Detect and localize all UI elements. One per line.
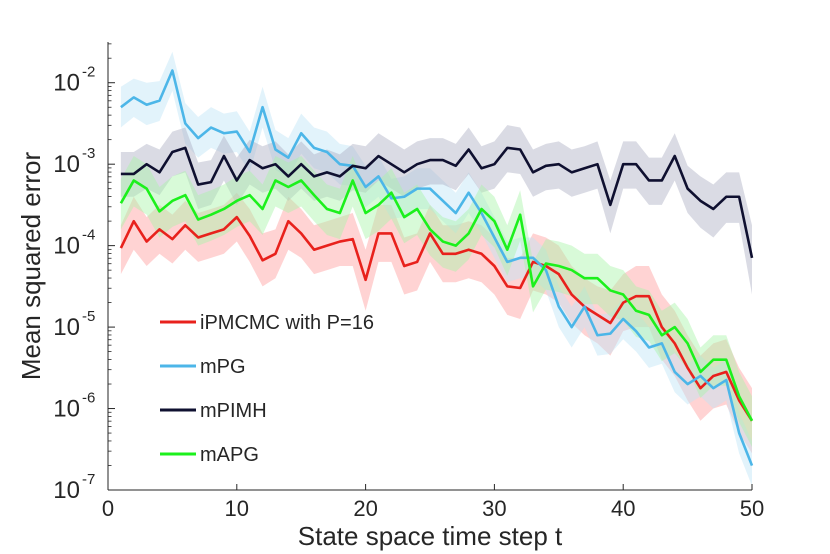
y-tick-exponent: -3 xyxy=(82,145,95,162)
x-tick-label: 50 xyxy=(740,496,764,521)
y-tick-label: 10 xyxy=(53,396,80,423)
series-lines xyxy=(119,69,754,467)
x-tick-label: 0 xyxy=(102,496,114,521)
y-tick-exponent: -2 xyxy=(82,64,95,81)
legend-label-0: iPMCMC with P=16 xyxy=(200,312,374,334)
legend-label-3: mAPG xyxy=(200,444,259,466)
series-line-0 xyxy=(119,215,754,422)
y-tick-exponent: -6 xyxy=(82,390,95,407)
x-axis-label: State space time step t xyxy=(298,521,563,551)
axes xyxy=(107,42,752,491)
y-ticks: 10-710-610-510-410-310-2 xyxy=(53,43,115,504)
y-tick-exponent: -4 xyxy=(82,227,95,244)
series-line-2 xyxy=(120,146,754,259)
y-tick-label: 10 xyxy=(53,314,80,341)
legend: iPMCMC with P=16 mPG mPIMH mAPG xyxy=(160,312,374,466)
y-tick-label: 10 xyxy=(53,70,80,97)
band-1 xyxy=(120,51,752,486)
y-tick-label: 10 xyxy=(53,477,80,504)
y-tick-label: 10 xyxy=(53,233,80,260)
y-tick-label: 10 xyxy=(53,151,80,178)
band-0 xyxy=(120,192,752,454)
legend-label-2: mPIMH xyxy=(200,400,267,422)
y-axis-label: Mean squared error xyxy=(16,151,46,380)
x-tick-label: 20 xyxy=(353,496,377,521)
y-tick-exponent: -5 xyxy=(82,308,95,325)
x-tick-label: 10 xyxy=(225,496,249,521)
legend-label-1: mPG xyxy=(200,356,246,378)
series-line-1 xyxy=(120,69,754,467)
x-tick-label: 40 xyxy=(611,496,635,521)
series-line-3 xyxy=(119,179,754,422)
y-tick-exponent: -7 xyxy=(82,471,95,488)
x-tick-label: 30 xyxy=(482,496,506,521)
x-ticks: 0 10 20 30 40 50 xyxy=(102,484,764,521)
